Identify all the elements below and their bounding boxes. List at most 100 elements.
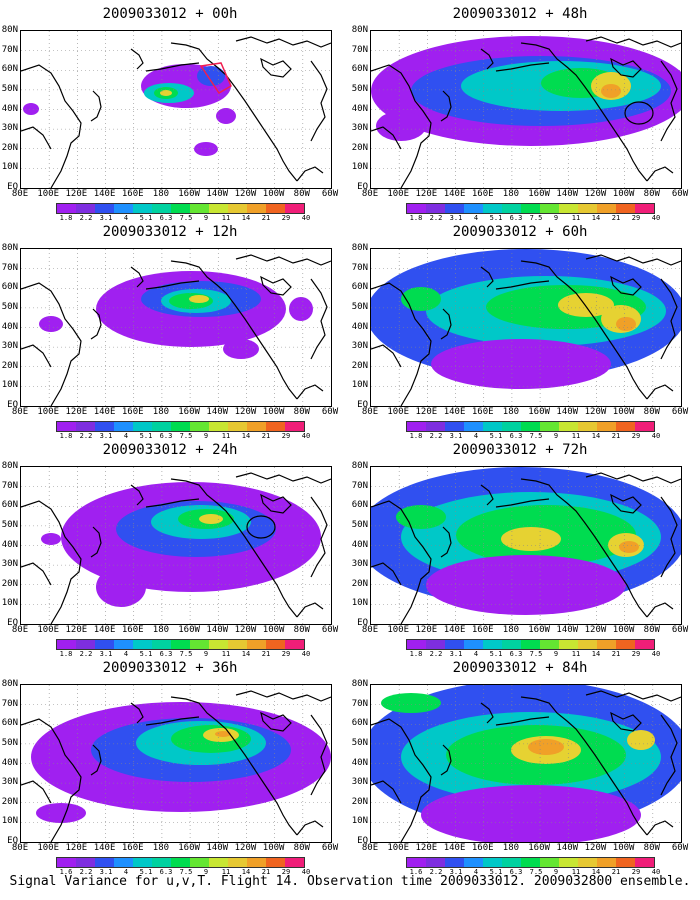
colorbar-label: 29 <box>631 650 641 658</box>
map-svg <box>371 249 681 406</box>
coastline <box>610 275 642 296</box>
colorbar-swatch <box>76 204 95 213</box>
longitude-label: 160E <box>471 189 494 199</box>
colorbar-label: 11 <box>221 650 231 658</box>
colorbar-label: 3.1 <box>99 214 113 222</box>
coastline <box>90 526 102 558</box>
latitude-label: 10N <box>1 598 18 609</box>
colorbar-label: 40 <box>651 650 661 658</box>
colorbar-swatch <box>616 422 635 431</box>
map-area <box>370 30 682 189</box>
map-area <box>20 248 332 407</box>
colorbar-swatch <box>171 858 190 867</box>
coastline <box>90 744 102 776</box>
longitude-label: 160W <box>528 407 550 417</box>
coastline <box>296 820 324 836</box>
colorbar-label: 14 <box>591 868 601 876</box>
latitude-label: 40N <box>1 757 18 768</box>
map-panel: 2009033012 + 12h 80N 70N 60N 50N 40N 30N 20N 10N… <box>0 224 340 440</box>
longitude-axis: 80E 100E 120E 140E 160E 180 160W 140W 120W 100W 80… <box>12 189 338 199</box>
longitude-label: 140E <box>443 843 466 853</box>
colorbar-labels: 1.8 2.2 3.1 4 5.1 6.3 7.5 9 11 14 21 29 40 <box>406 432 671 440</box>
longitude-label: 160W <box>178 189 200 199</box>
longitude-label: 80E <box>361 625 379 635</box>
longitude-label: 60W <box>321 407 339 417</box>
colorbar-label: 14 <box>241 650 251 658</box>
colorbar-label: 1.8 <box>59 432 73 440</box>
longitude-axis: 80E 100E 120E 140E 160E 180 160W 140W 120W 100W 80… <box>362 843 688 853</box>
map-svg <box>371 467 681 624</box>
colorbar-label: 29 <box>281 868 291 876</box>
latitude-label: 30N <box>1 123 18 134</box>
map-svg <box>21 685 331 842</box>
colorbar-label: 14 <box>591 432 601 440</box>
colorbar-label: 3.1 <box>449 214 463 222</box>
colorbar-label: 7.5 <box>179 650 193 658</box>
longitude-label: 80E <box>361 843 379 853</box>
colorbar-swatch <box>521 858 540 867</box>
longitude-label: 100E <box>37 625 60 635</box>
colorbar-swatch <box>266 858 285 867</box>
map-panel: 2009033012 + 00h 80N 70N 60N 50N 40N 30N 20N 10N… <box>0 6 340 222</box>
colorbar-swatch <box>57 422 76 431</box>
coastline <box>520 478 648 618</box>
longitude-label: 120W <box>234 625 257 635</box>
longitude-label: 100E <box>387 189 410 199</box>
latitude-label: EQ <box>7 618 18 628</box>
longitude-label: 140W <box>556 625 579 635</box>
longitude-label: 140W <box>556 189 579 199</box>
variance-contour-purple <box>23 103 39 115</box>
panel-title: 2009033012 + 24h <box>102 442 238 458</box>
coastline <box>145 498 200 508</box>
colorbar-swatch <box>502 640 521 649</box>
longitude-axis: 80E 100E 120E 140E 160E 180 160W 140W 120W 100W 80… <box>362 625 688 635</box>
colorbar-label: 1.8 <box>409 432 423 440</box>
panel-title: 2009033012 + 60h <box>452 224 588 240</box>
map-area <box>370 248 682 407</box>
colorbar-swatch <box>540 858 559 867</box>
colorbar-swatch <box>559 858 578 867</box>
colorbar-label: 7.5 <box>529 868 543 876</box>
colorbar-swatch <box>152 422 171 431</box>
colorbar-label: 2.2 <box>429 868 443 876</box>
colorbar-swatch <box>521 204 540 213</box>
colorbar-swatch <box>209 422 228 431</box>
colorbar-labels: 1.6 2.2 3.1 4 5.1 6.3 7.5 9 11 14 21 29 40 <box>56 868 321 876</box>
colorbar-label: 2.2 <box>79 214 93 222</box>
colorbar-swatch <box>502 204 521 213</box>
colorbar-label: 4 <box>123 868 129 876</box>
longitude-label: 120E <box>65 189 88 199</box>
variance-contour-yellow <box>558 293 614 317</box>
longitude-label: 100E <box>387 843 410 853</box>
colorbar-label: 11 <box>571 432 581 440</box>
longitude-label: 140E <box>443 407 466 417</box>
colorbar-label: 14 <box>591 214 601 222</box>
latitude-label: 60N <box>351 64 368 75</box>
coastline <box>170 42 298 182</box>
longitude-label: 80W <box>643 189 660 199</box>
colorbar-label: 6.3 <box>509 214 523 222</box>
longitude-label: 100E <box>37 843 60 853</box>
colorbar-swatch <box>445 422 464 431</box>
latitude-label: 20N <box>351 360 368 371</box>
latitude-label: 50N <box>1 519 18 530</box>
longitude-label: 80E <box>11 843 29 853</box>
latitude-axis: 80N 70N 60N 50N 40N 30N 20N 10N EQ <box>350 680 368 846</box>
colorbar-label: 1.8 <box>59 214 73 222</box>
map-area <box>20 684 332 843</box>
colorbar-swatch <box>540 204 559 213</box>
colorbar-swatch <box>190 204 209 213</box>
latitude-axis: 80N 70N 60N 50N 40N 30N 20N 10N EQ <box>0 26 18 192</box>
colorbar-swatch <box>464 640 483 649</box>
colorbar-swatch <box>578 858 597 867</box>
variance-contour-orange <box>601 84 621 98</box>
latitude-label: 80N <box>1 25 18 35</box>
coastline <box>21 282 82 406</box>
colorbar-swatch <box>597 204 616 213</box>
colorbar-label: 21 <box>611 214 621 222</box>
coastline <box>371 718 432 842</box>
map-area <box>20 30 332 189</box>
longitude-label: 180 <box>502 189 520 199</box>
variance-contour-purple <box>426 555 626 615</box>
colorbar-swatch <box>133 640 152 649</box>
